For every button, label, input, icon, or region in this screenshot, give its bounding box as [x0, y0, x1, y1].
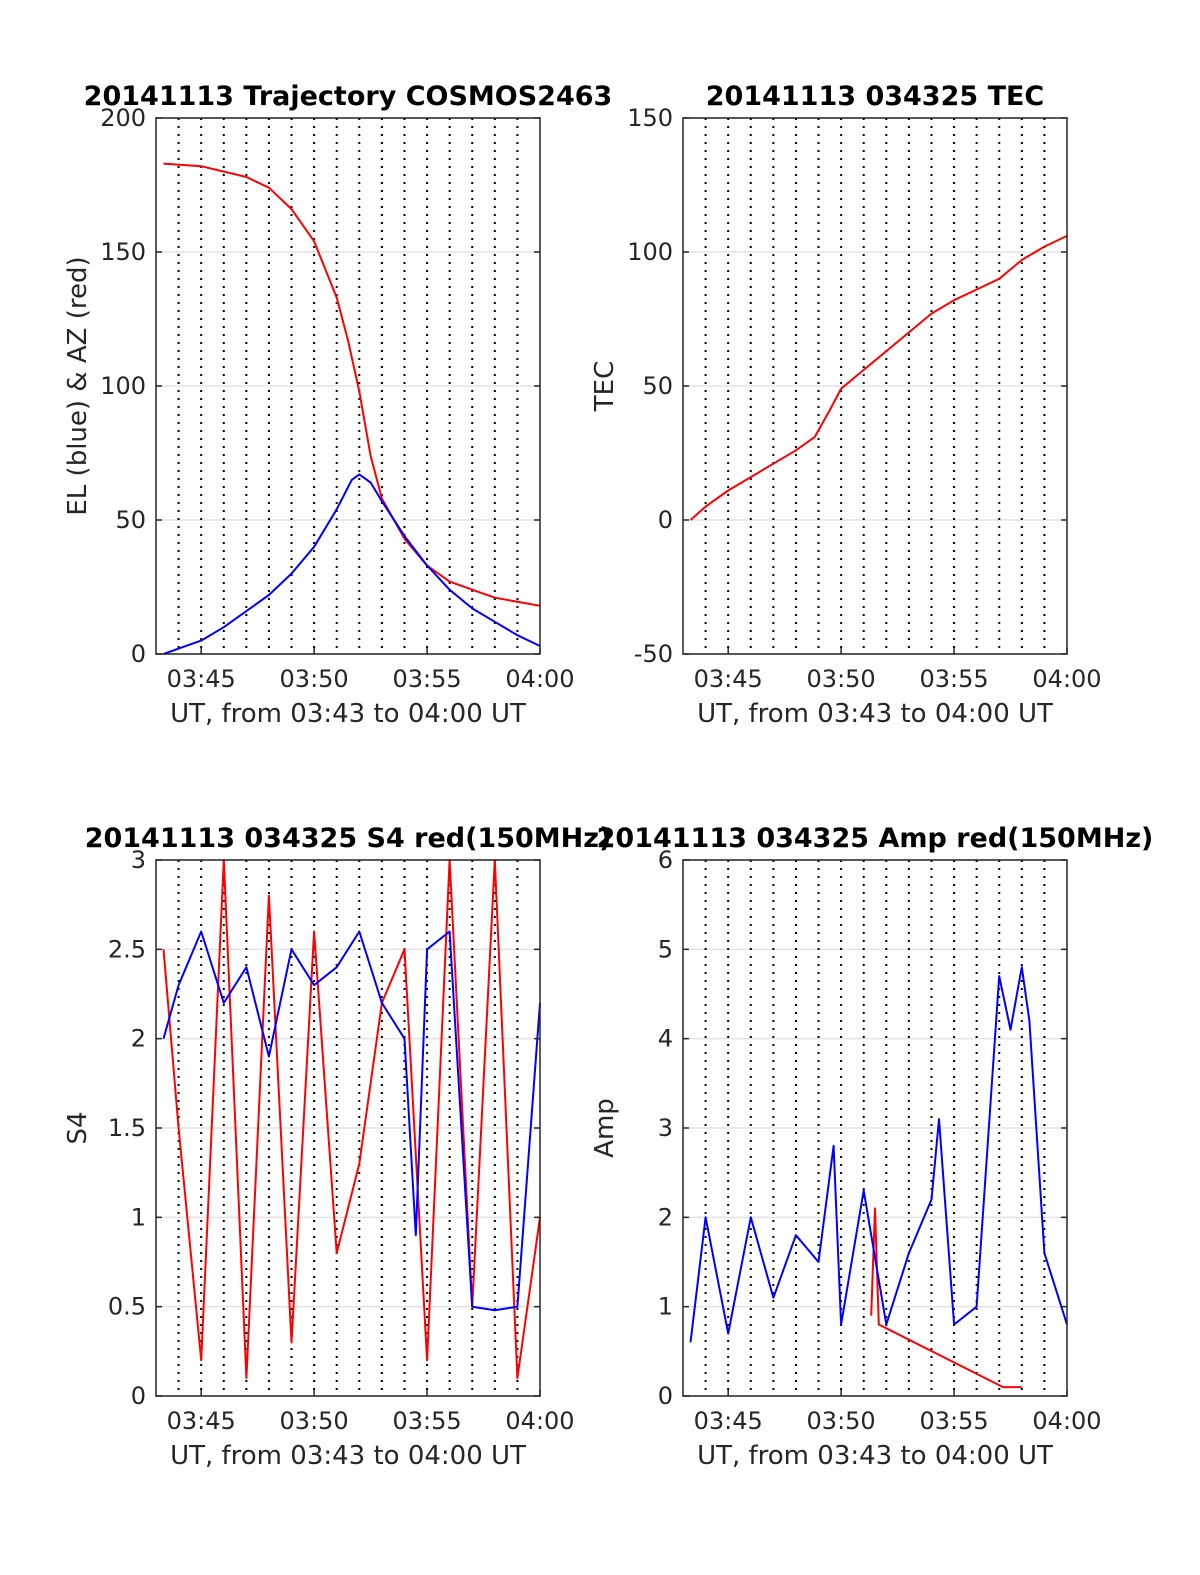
x-axis-label: UT, from 03:43 to 04:00 UT — [170, 1441, 526, 1471]
series-line-1 — [689, 234, 1068, 521]
y-tick-label: 2.5 — [108, 935, 146, 963]
panel-3: 0 0.5 1 1.5 2 2.5 3 03:45 03:50 03:55 04:00 2014111… — [63, 823, 611, 1471]
chart-title: 20141113 034325 S4 red(150MHz) — [85, 823, 612, 854]
panel-1: 0 50 100 150 200 03:45 03:50 03:55 04:00 20141113… — [63, 81, 612, 729]
x-tick-label: 03:50 — [280, 1407, 349, 1435]
y-tick-label: 1 — [658, 1293, 673, 1321]
y-tick-label: 50 — [115, 506, 146, 534]
y-tick-label: 150 — [627, 104, 673, 132]
x-axis-label: UT, from 03:43 to 04:00 UT — [697, 699, 1053, 729]
y-tick-label: 1.5 — [108, 1114, 146, 1142]
x-tick-label: 03:50 — [807, 1407, 876, 1435]
y-tick-label: 0 — [658, 1382, 673, 1410]
chart-title: 20141113 034325 TEC — [706, 81, 1045, 112]
y-tick-label: -50 — [634, 640, 673, 668]
series-line-2 — [689, 966, 1068, 1343]
x-tick-label: 03:45 — [167, 665, 236, 693]
y-tick-label: 150 — [100, 238, 146, 266]
series-line-1 — [162, 859, 541, 1380]
x-tick-label: 03:45 — [167, 1407, 236, 1435]
y-tick-label: 0 — [131, 640, 146, 668]
x-tick-label: 03:50 — [807, 665, 876, 693]
chart-title: 20141113 034325 Amp red(150MHz) — [597, 823, 1154, 854]
x-tick-label: 03:55 — [392, 665, 461, 693]
x-tick-label: 04:00 — [505, 1407, 574, 1435]
y-axis-label: Amp — [590, 1098, 620, 1158]
x-tick-label: 03:55 — [392, 1407, 461, 1435]
x-tick-label: 03:50 — [280, 665, 349, 693]
x-tick-label: 03:55 — [919, 665, 988, 693]
y-tick-label: 3 — [658, 1114, 673, 1142]
y-axis-label: EL (blue) & AZ (red) — [63, 256, 93, 515]
y-tick-label: 100 — [100, 372, 146, 400]
y-axis-label: S4 — [63, 1111, 93, 1144]
y-tick-label: 0 — [131, 1382, 146, 1410]
series-line-2 — [162, 930, 541, 1312]
y-tick-label: 1 — [131, 1203, 146, 1231]
y-tick-label: 3 — [131, 846, 146, 874]
x-tick-label: 03:55 — [919, 1407, 988, 1435]
y-tick-label: 0 — [658, 506, 673, 534]
panel-2: -50 0 50 100 150 03:45 03:50 03:55 04:00 20141113… — [590, 81, 1102, 729]
y-tick-label: 100 — [627, 238, 673, 266]
y-tick-label: 50 — [642, 372, 673, 400]
x-axis-label: UT, from 03:43 to 04:00 UT — [697, 1441, 1053, 1471]
y-tick-label: 2 — [658, 1203, 673, 1231]
y-tick-label: 0.5 — [108, 1293, 146, 1321]
chart-title: 20141113 Trajectory COSMOS2463 — [84, 81, 613, 112]
x-tick-label: 04:00 — [1032, 665, 1101, 693]
series-line-1 — [163, 162, 541, 607]
y-tick-label: 2 — [131, 1025, 146, 1053]
series-line-2 — [163, 473, 541, 655]
y-tick-label: 200 — [100, 104, 146, 132]
panel-4: 0 1 2 3 4 5 6 03:45 03:50 03:55 04:00 20141113 0343… — [590, 823, 1153, 1471]
x-tick-label: 04:00 — [1032, 1407, 1101, 1435]
x-tick-label: 04:00 — [505, 665, 574, 693]
x-tick-label: 03:45 — [694, 665, 763, 693]
y-tick-label: 6 — [658, 846, 673, 874]
y-axis-label: TEC — [590, 361, 620, 412]
x-axis-label: UT, from 03:43 to 04:00 UT — [170, 699, 526, 729]
y-tick-label: 4 — [658, 1025, 673, 1053]
x-tick-label: 03:45 — [694, 1407, 763, 1435]
y-tick-label: 5 — [658, 935, 673, 963]
